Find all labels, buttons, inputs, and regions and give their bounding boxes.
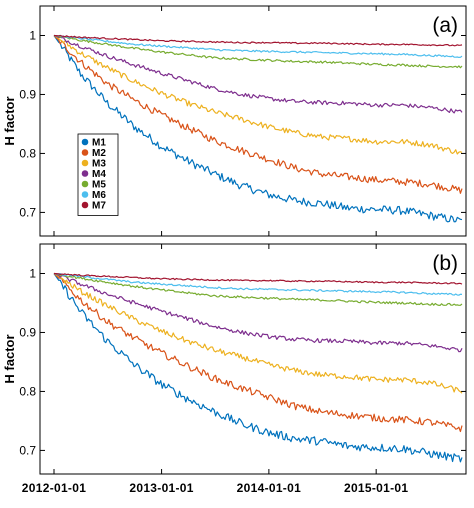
legend-label: M3	[92, 159, 106, 170]
series-line-2	[53, 35, 463, 194]
legend-marker	[81, 201, 89, 209]
legend-label: M6	[92, 190, 106, 201]
x-tick-label: 2015-01-01	[344, 481, 408, 495]
y-tick-label: 1	[29, 266, 36, 280]
legend-marker	[81, 159, 89, 167]
legend-label: M5	[92, 180, 106, 191]
series-line-3	[53, 272, 463, 394]
x-tick-label: 2014-01-01	[237, 481, 301, 495]
y-tick-label: 0.8	[19, 146, 36, 160]
legend-label: M4	[92, 169, 106, 180]
y-tick-label: 0.9	[19, 325, 36, 339]
panel-label: (a)	[432, 14, 458, 37]
series-line-6	[53, 272, 463, 296]
y-tick-label: 1	[29, 28, 36, 42]
y-tick-label: 0.7	[19, 443, 36, 457]
panel-b: 0.7 0.8 0.9 1 2012-01-01 2013-01-01 2014-01-01…	[2, 243, 467, 495]
legend-label: M2	[92, 148, 106, 159]
series-line-1	[53, 273, 463, 463]
series-line-2	[53, 273, 463, 433]
legend-marker	[81, 170, 89, 177]
y-tick-label: 0.8	[19, 384, 36, 398]
series-line-4	[53, 272, 463, 353]
x-tick-label: 2013-01-01	[129, 481, 193, 495]
series-line-7	[53, 34, 463, 47]
series-line-7	[53, 272, 463, 285]
y-axis-label: H factor	[2, 334, 17, 383]
series-line-4	[53, 34, 463, 114]
y-tick-label: 0.9	[19, 87, 36, 101]
series-line-5	[53, 272, 463, 307]
series-line-6	[53, 34, 463, 59]
legend-label: M7	[92, 201, 106, 212]
legend-marker	[81, 138, 89, 146]
legend-marker	[81, 149, 89, 156]
legend-marker	[81, 180, 89, 188]
series-line-5	[53, 34, 463, 69]
y-tick-label: 0.7	[19, 205, 36, 219]
x-tick-label: 2012-01-01	[22, 481, 86, 495]
series-line-3	[53, 34, 463, 155]
legend-label: M1	[92, 138, 106, 149]
panel-label: (b)	[432, 252, 458, 275]
y-axis-label: H factor	[2, 96, 17, 145]
legend-marker	[81, 191, 89, 198]
series-line-1	[53, 35, 463, 223]
